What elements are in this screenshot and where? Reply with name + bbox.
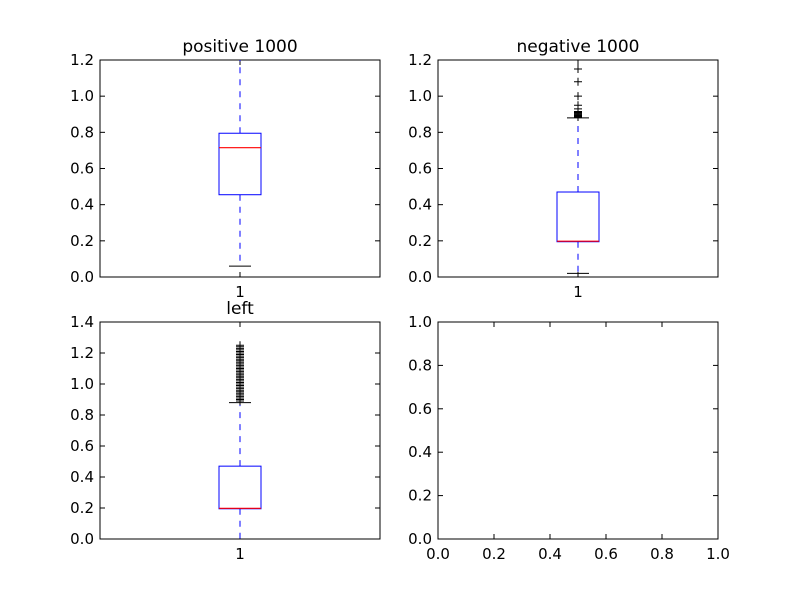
y-tick-label: 0.8 [70,406,94,424]
y-tick-label: 0.6 [70,437,94,455]
y-tick-label: 0.6 [408,400,432,418]
x-tick-label: 0.8 [650,545,674,563]
y-tick-label: 0.8 [408,356,432,374]
plot-area: 0.0 0.2 0.4 0.6 0.8 1.0 1.2 1.4 1 [70,313,381,563]
y-tick-label: 0.6 [70,160,94,178]
y-tick-label: 1.2 [70,344,94,362]
y-tick-label: 1.2 [70,51,94,69]
y-tick-label: 1.2 [408,51,432,69]
y-tick-label: 0.8 [408,123,432,141]
x-tick-label: 1 [235,545,245,563]
outlier-marker [236,341,244,350]
axes-frame [437,321,719,540]
y-tick-label: 1.0 [70,87,94,105]
subplot-empty: 0.0 0.2 0.4 0.6 0.8 1.0 0.0 0.2 0.4 0.6 0.8 1.0 [408,313,730,563]
x-tick-label: 1 [235,283,245,301]
y-tick-label: 0.2 [408,232,432,250]
subplot-negative-1000: negative 1000 0.0 0.2 0.4 0.6 0.8 1.0 1.2 1 [408,37,719,301]
plot-area: 0.0 0.2 0.4 0.6 0.8 1.0 0.0 0.2 0.4 0.6 0.8 1.0 [408,313,730,563]
subplot-title: positive 1000 [182,37,297,57]
y-tick-label: 0.2 [70,232,94,250]
y-tick-label: 1.4 [70,313,94,331]
outlier-marker [574,77,582,86]
y-tick-label: 0.4 [70,468,94,486]
subplot-title: negative 1000 [516,37,639,57]
x-tick-label: 0.2 [482,545,506,563]
y-tick-label: 0.0 [70,268,94,286]
y-tick-label: 0.0 [408,268,432,286]
y-tick-label: 1.0 [70,375,94,393]
x-tick-label: 1.0 [706,545,730,563]
y-tick-label: 0.6 [408,160,432,178]
y-tick-label: 0.4 [408,443,432,461]
subplot-title: left [226,299,254,319]
y-tick-label: 1.0 [408,87,432,105]
x-tick-label: 0.0 [426,545,450,563]
x-tick-label: 0.6 [594,545,618,563]
plot-area: 0.0 0.2 0.4 0.6 0.8 1.0 1.2 1 [70,51,381,301]
x-tick-label: 0.4 [538,545,562,563]
y-tick-label: 1.0 [408,313,432,331]
outlier-marker [574,101,582,110]
subplot-positive-1000: positive 1000 0.0 0.2 0.4 0.6 0.8 1.0 1.2 1 [70,37,381,301]
y-tick-label: 0.0 [408,530,432,548]
y-tick-label: 0.8 [70,123,94,141]
outlier-marker [574,92,582,101]
box [218,132,262,196]
y-tick-label: 0.0 [70,530,94,548]
y-tick-label: 0.2 [70,499,94,517]
outlier-marker [574,65,582,74]
y-tick-label: 0.4 [408,196,432,214]
y-tick-label: 0.4 [70,196,94,214]
plot-area: 0.0 0.2 0.4 0.6 0.8 1.0 1.2 1 [408,51,719,301]
x-tick-label: 1 [573,283,583,301]
y-tick-label: 0.2 [408,487,432,505]
subplot-left: left 0.0 0.2 0.4 0.6 0.8 1.0 1.2 1.4 1 [70,299,381,563]
